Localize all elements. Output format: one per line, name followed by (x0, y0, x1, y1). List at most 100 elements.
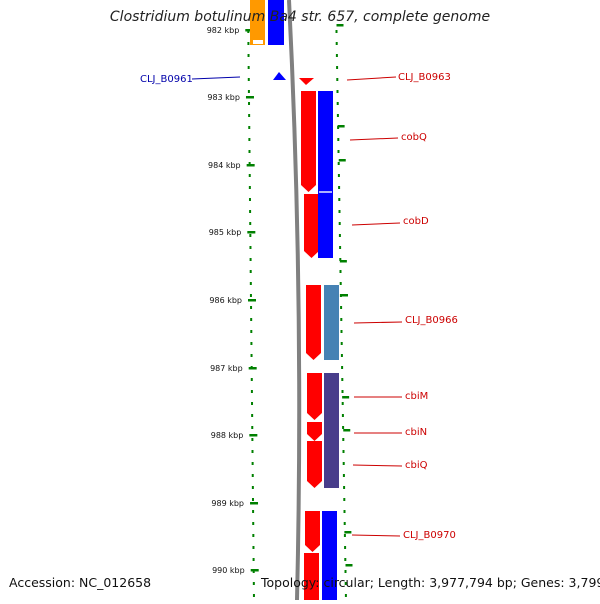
tick-mark-left (247, 231, 256, 234)
tick-mark-right (344, 531, 352, 534)
tick-label: 984 kbp (208, 161, 241, 170)
gc-rings (247, 30, 347, 597)
ring-dot (338, 210, 341, 213)
blast-hit-cbi (324, 373, 339, 488)
ring-dot (249, 246, 252, 249)
ring-dot (335, 42, 338, 45)
tick-mark-left (248, 367, 257, 370)
genome-backbone (287, 0, 302, 601)
label-leader-line (191, 76, 241, 80)
ring-dot (337, 162, 340, 165)
ring-dot (248, 126, 251, 129)
tick-mark-left (250, 569, 259, 572)
gene-arrow-cbim (307, 373, 322, 420)
tick-mark-left (245, 29, 254, 32)
ring-dot (248, 150, 251, 153)
ring-dot (251, 414, 254, 417)
label-leader-line (353, 321, 403, 324)
gene-label-cbim: cbiM (405, 391, 428, 402)
ring-dot (343, 522, 346, 525)
ring-dot (336, 90, 339, 93)
ring-dot (248, 162, 251, 165)
ring-dot (340, 330, 343, 333)
ring-dot (250, 318, 253, 321)
topology-text: Topology: circular; Length: 3,977,794 bp… (261, 575, 600, 590)
tick-label: 988 kbp (211, 431, 244, 440)
ring-dot (247, 78, 250, 81)
ring-dot (341, 414, 344, 417)
blue-feature (268, 0, 284, 45)
gene-features (250, 0, 339, 600)
ring-dot (250, 378, 253, 381)
ring-dot (340, 342, 343, 345)
gene-label-clj-b0970: CLJ_B0970 (403, 530, 456, 541)
ring-dot (343, 498, 346, 501)
ring-dot (249, 234, 252, 237)
gene-label-clj-b0966: CLJ_B0966 (405, 315, 458, 326)
ring-dot (252, 594, 255, 597)
ring-dot (344, 570, 347, 573)
tick-mark-left (248, 299, 256, 302)
gene-arrow-cbin (307, 422, 322, 441)
ring-dot (342, 474, 345, 477)
ring-dot (248, 174, 251, 177)
label-leader-line (349, 137, 399, 141)
ring-dot (344, 558, 347, 561)
tick-label: 982 kbp (207, 26, 240, 35)
gene-arrow-clj-b0966 (306, 285, 321, 360)
ring-dot (248, 198, 251, 201)
ring-dot (342, 438, 345, 441)
tick-label: 986 kbp (209, 296, 242, 305)
ring-dot (249, 210, 252, 213)
ring-dot (337, 174, 340, 177)
ring-dot (251, 438, 254, 441)
gene-label-cbiq: cbiQ (405, 460, 428, 471)
ring-dot (248, 138, 251, 141)
ring-dot (250, 330, 253, 333)
tick-mark-right (339, 260, 347, 263)
ring-dot (343, 534, 346, 537)
ring-dot (343, 486, 346, 489)
tick-label: 990 kbp (212, 566, 245, 575)
ring-dot (339, 258, 342, 261)
ring-dot (251, 462, 254, 465)
label-leader-line (351, 222, 401, 226)
ring-dot (248, 114, 251, 117)
gene-label-cobd: cobD (403, 216, 429, 227)
ring-dot (335, 30, 338, 33)
gene-label-cbin: cbiN (405, 427, 427, 438)
gene-label-clj-b0963: CLJ_B0963 (398, 72, 451, 83)
ring-dot (342, 450, 345, 453)
ring-dot (247, 54, 250, 57)
blast-hit-clj-b0970 (322, 511, 337, 600)
ring-dot (247, 66, 250, 69)
ring-dot (252, 558, 255, 561)
feature-gap (253, 40, 263, 44)
tick-mark-right (336, 24, 344, 27)
ring-dot (250, 306, 253, 309)
ring-dot (250, 354, 253, 357)
map-title: Clostridium botulinum Ba4 str. 657, comp… (109, 9, 491, 25)
ring-dot (251, 474, 254, 477)
ring-dot (336, 114, 339, 117)
tick-label: 989 kbp (211, 499, 244, 508)
ring-dot (336, 102, 339, 105)
tick-label: 985 kbp (209, 228, 242, 237)
ring-dot (341, 366, 344, 369)
ring-dot (341, 390, 344, 393)
ring-dot (344, 594, 347, 597)
ring-dot (336, 78, 339, 81)
gene-arrow-clj-b0961 (273, 72, 286, 80)
label-leader-line (352, 464, 403, 467)
blast-hit-clj-b0966 (324, 285, 339, 360)
tick-mark-left (249, 434, 258, 437)
ring-dot (249, 282, 252, 285)
accession-text: Accession: NC_012658 (9, 575, 152, 590)
ring-dot (248, 186, 251, 189)
ring-dot (251, 402, 254, 405)
ring-dot (251, 426, 254, 429)
orange-feature (250, 0, 265, 45)
ring-dot (335, 54, 338, 57)
gene-arrow-cobq (301, 91, 316, 192)
